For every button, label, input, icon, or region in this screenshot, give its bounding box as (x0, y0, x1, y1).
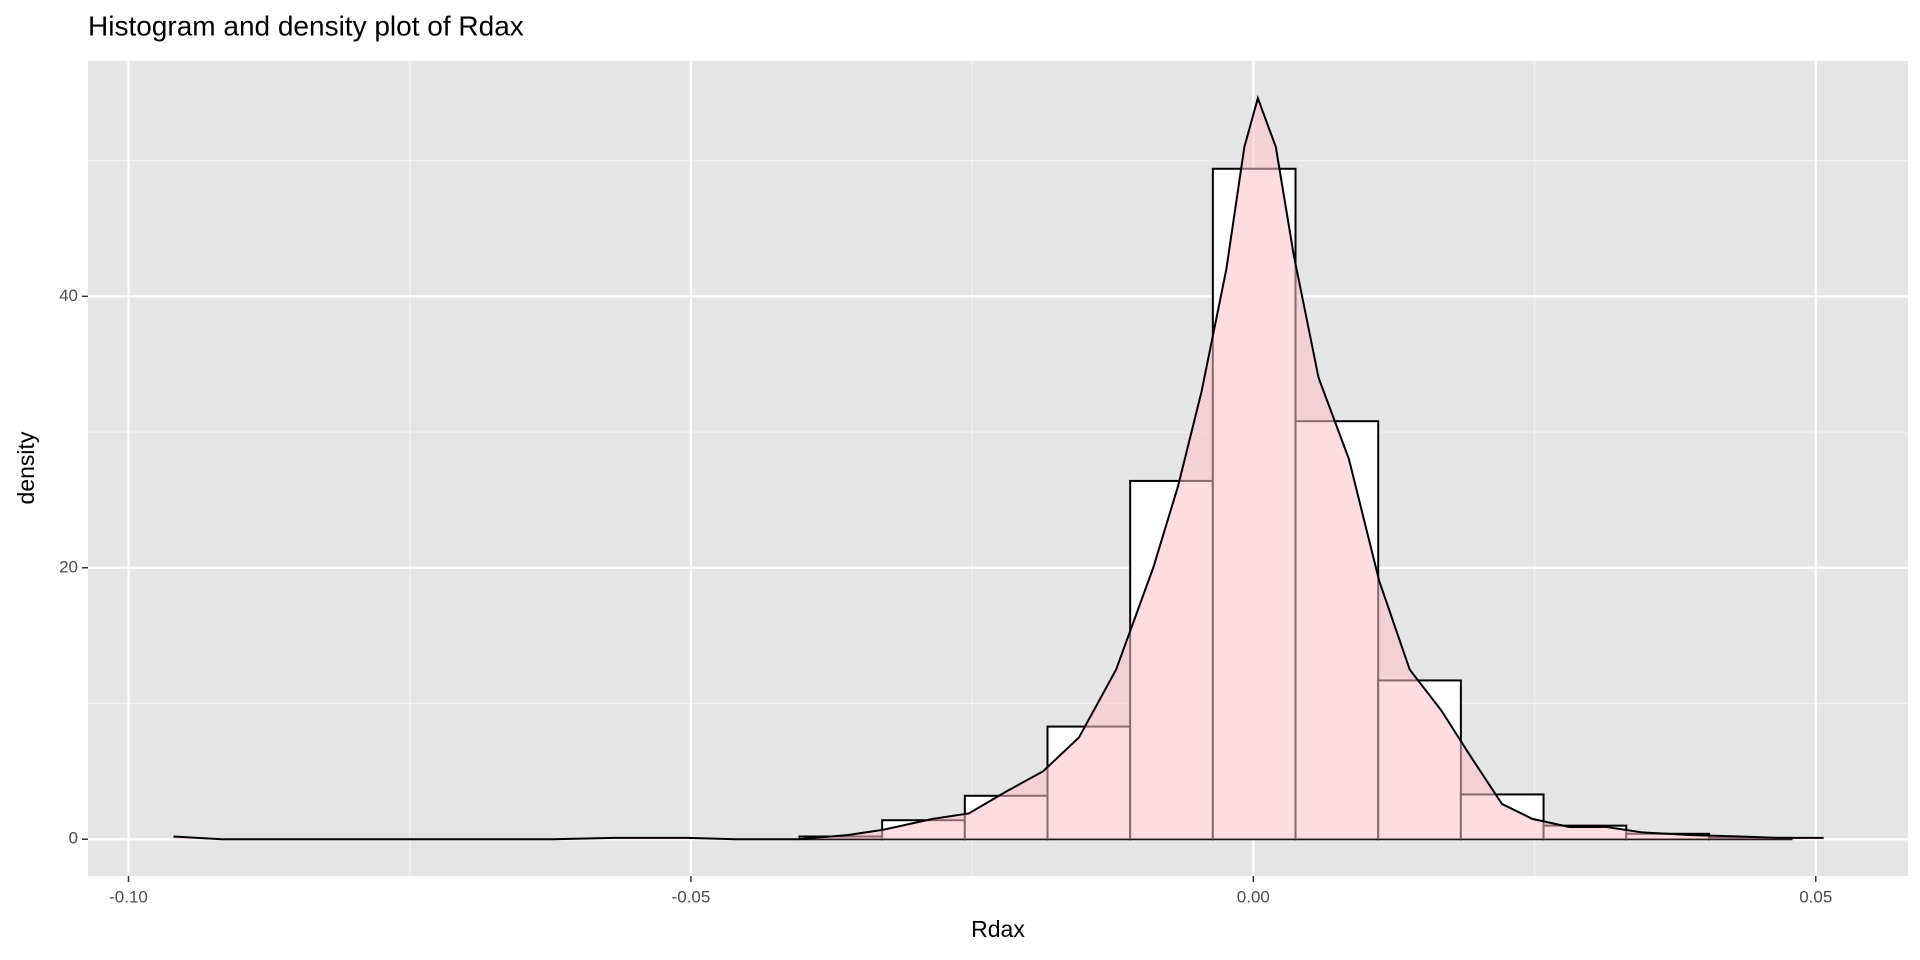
x-tick-label: -0.05 (672, 887, 711, 906)
y-axis-title: density (13, 431, 39, 504)
x-axis-title: Rdax (971, 916, 1025, 942)
panel (88, 61, 1908, 876)
chart-title: Histogram and density plot of Rdax (88, 10, 524, 41)
x-tick-label: 0.00 (1237, 887, 1270, 906)
y-tick-label: 0 (69, 829, 78, 848)
x-tick-label: 0.05 (1799, 887, 1832, 906)
x-tick-label: -0.10 (109, 887, 148, 906)
density-line (173, 94, 1824, 841)
y-tick-label: 20 (59, 557, 78, 576)
y-tick-label: 40 (59, 286, 78, 305)
